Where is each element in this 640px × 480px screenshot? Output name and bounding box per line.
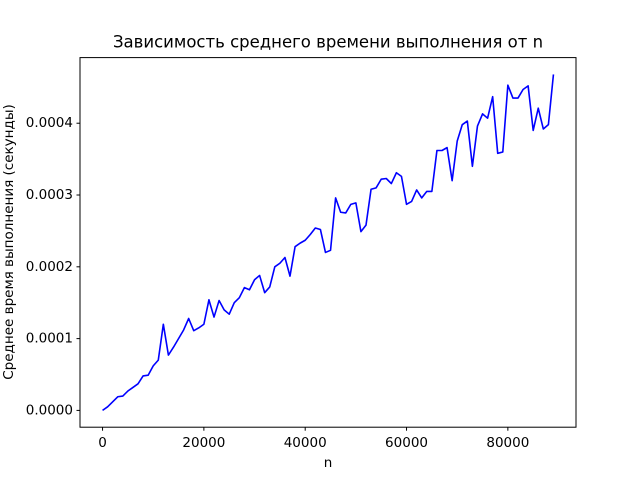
- y-axis-label: Среднее время выполнения (секунды): [1, 104, 17, 380]
- y-tick-label: 0.0000: [26, 402, 73, 418]
- y-tick-label: 0.0002: [26, 259, 73, 275]
- y-tick-label: 0.0003: [26, 187, 73, 203]
- chart-title: Зависимость среднего времени выполнения …: [113, 33, 543, 52]
- x-tick-label: 20000: [182, 435, 225, 451]
- x-tick-label: 80000: [486, 435, 529, 451]
- x-tick-label: 0: [98, 435, 107, 451]
- data-line: [102, 74, 555, 412]
- x-axis-label: n: [324, 455, 333, 471]
- plot-frame: [79, 57, 577, 428]
- x-tick-label: 40000: [284, 435, 327, 451]
- y-tick-label: 0.0001: [26, 331, 73, 347]
- y-tick-label: 0.0004: [26, 115, 73, 131]
- x-tick-label: 60000: [385, 435, 428, 451]
